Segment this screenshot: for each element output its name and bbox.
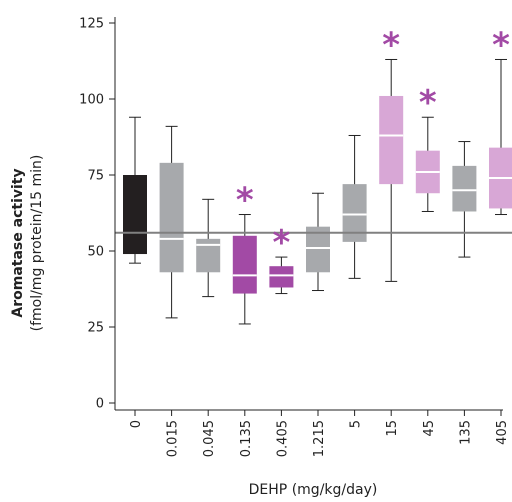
- box-405: [489, 58, 512, 216]
- box-body: [159, 162, 184, 273]
- significance-star: *: [382, 25, 400, 65]
- x-tick-label: 135: [458, 420, 473, 445]
- box-5: [342, 134, 367, 279]
- significance-markers: * * * * *: [236, 25, 510, 263]
- box-0-045: [196, 198, 221, 298]
- boxes-layer: [123, 58, 512, 325]
- box-15: [379, 58, 404, 282]
- x-axis-title: DEHP (mg/kg/day): [249, 482, 378, 498]
- x-tick-label: 0.405: [275, 420, 290, 457]
- x-tick-label: 405: [495, 420, 510, 445]
- x-tick-label: 5: [349, 420, 364, 428]
- significance-star: *: [492, 25, 510, 65]
- y-tick-label: 50: [87, 245, 104, 260]
- y-tick-label: 0: [96, 397, 104, 412]
- significance-star: *: [236, 181, 254, 221]
- x-axis-ticks: 0 0.015 0.045 0.135 0.405 1.215 5 15 45 135 405: [129, 410, 510, 457]
- box-body: [306, 226, 330, 273]
- y-tick-label: 25: [87, 321, 104, 336]
- box-45: [415, 116, 440, 212]
- box-1-215: [306, 192, 330, 292]
- box-135: [452, 141, 477, 258]
- x-tick-label: 0: [129, 420, 144, 428]
- box-0: [123, 116, 147, 264]
- box-body: [123, 175, 147, 255]
- box-body: [269, 266, 294, 288]
- y-tick-label: 75: [87, 169, 104, 184]
- y-axis-units: (fmol/mg protein/15 min): [29, 155, 45, 332]
- y-axis-title: Aromatase activity: [10, 168, 26, 317]
- box-body: [379, 95, 404, 185]
- box-0-135: [232, 214, 257, 325]
- y-tick-label: 125: [79, 17, 104, 32]
- box-body: [452, 165, 477, 212]
- axes: [114, 17, 503, 411]
- x-tick-label: 45: [422, 420, 437, 437]
- x-tick-label: 0.045: [202, 420, 217, 457]
- box-body: [196, 238, 221, 273]
- y-tick-label: 100: [79, 93, 104, 108]
- box-0-015: [159, 125, 184, 319]
- x-tick-label: 1.215: [312, 420, 327, 457]
- x-tick-label: 15: [385, 420, 400, 437]
- significance-star: *: [419, 83, 437, 123]
- box-body: [232, 235, 257, 294]
- y-axis-ticks: 0 25 50 75 100 125: [79, 17, 115, 412]
- significance-star: *: [273, 223, 291, 263]
- x-tick-label: 0.135: [239, 420, 254, 457]
- x-tick-label: 0.015: [166, 420, 181, 457]
- box-0-405: [269, 256, 294, 295]
